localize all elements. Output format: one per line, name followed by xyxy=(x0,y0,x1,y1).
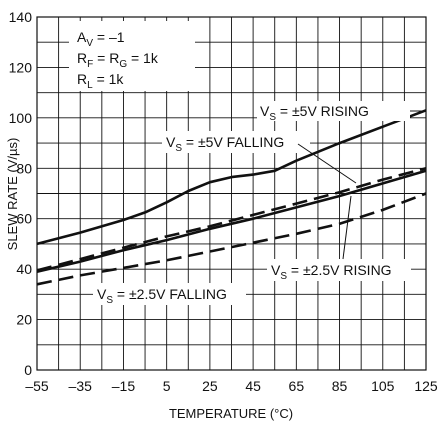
tick-labels: –55 –35 –15 5 25 45 65 85 105 125 0 20 40 60 80 100 120 1… xyxy=(9,9,438,394)
y-tick-label: 80 xyxy=(16,160,32,176)
condition-av: AV = –1 xyxy=(77,29,125,49)
y-tick-label: 60 xyxy=(16,211,32,227)
series-line-1 xyxy=(36,167,427,272)
x-tick-label: 65 xyxy=(289,378,305,394)
series-line-0 xyxy=(36,109,427,246)
leader-line-2 xyxy=(342,195,352,260)
label-bg-0 xyxy=(257,101,410,121)
x-tick-label: 85 xyxy=(332,378,348,394)
y-tick-label: 140 xyxy=(9,9,33,25)
y-tick-label: 100 xyxy=(9,110,33,126)
plot-frame xyxy=(36,16,427,371)
x-tick-label: 25 xyxy=(202,378,218,394)
x-tick-label: 45 xyxy=(245,378,261,394)
y-tick-label: 20 xyxy=(16,312,32,328)
y-tick-label: 120 xyxy=(9,59,33,75)
x-tick-label: 125 xyxy=(414,378,438,394)
leader-line-1 xyxy=(297,143,357,184)
series-label-1: VS = ±5V FALLING xyxy=(166,134,284,154)
condition-rf-rg: RF = RG = 1k xyxy=(77,50,159,70)
label-bg-2 xyxy=(267,259,411,281)
series-label-3: VS = ±2.5V FALLING xyxy=(97,286,227,306)
series-line-2 xyxy=(36,169,427,273)
x-tick-label: 5 xyxy=(163,378,171,394)
series-label-0: VS = ±5V RISING xyxy=(260,103,369,123)
x-tick-label: –15 xyxy=(112,378,136,394)
x-tick-label: –55 xyxy=(25,378,49,394)
label-bg-3 xyxy=(93,283,246,305)
series-lines xyxy=(36,109,427,286)
conditions-box-bg xyxy=(69,21,195,91)
series-line-3 xyxy=(36,192,427,286)
y-tick-label: 0 xyxy=(24,362,32,378)
label-bg-1 xyxy=(162,131,310,153)
x-tick-label: –35 xyxy=(69,378,93,394)
condition-rl: RL = 1k xyxy=(77,71,124,91)
series-label-2: VS = ±2.5V RISING xyxy=(271,262,392,282)
y-axis-label: SLEW RATE (V/µs) xyxy=(5,138,20,251)
x-axis-label: TEMPERATURE (°C) xyxy=(169,406,293,421)
y-tick-label: 40 xyxy=(16,261,32,277)
x-tick-label: 105 xyxy=(371,378,395,394)
